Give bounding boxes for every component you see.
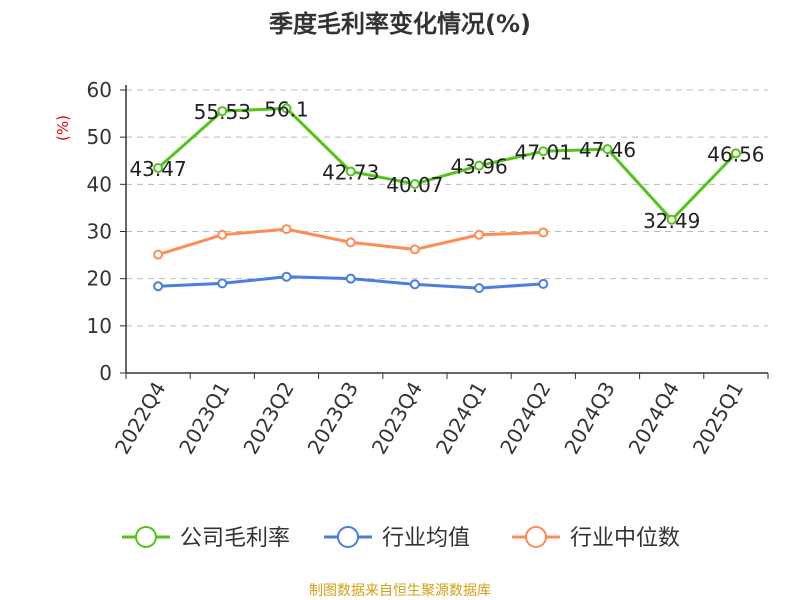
data-point [153, 162, 164, 173]
y-tick-label: 10 [87, 314, 112, 338]
data-point [538, 278, 549, 289]
data-point [474, 283, 485, 294]
data-point [602, 144, 613, 155]
data-point [474, 160, 485, 171]
data-label: 32.49 [643, 209, 700, 233]
y-tick-label: 40 [87, 172, 112, 196]
data-point [474, 229, 485, 240]
legend-label: 行业均值 [382, 526, 470, 551]
x-tick-label: 2023Q2 [238, 378, 298, 459]
data-label: 42.73 [322, 160, 379, 184]
data-point [217, 278, 228, 289]
data-point [281, 271, 292, 282]
data-label: 47.01 [515, 140, 572, 164]
data-label: 43.47 [129, 157, 186, 181]
x-tick-label: 2023Q4 [367, 378, 427, 459]
source-note: 制图数据来自恒生聚源数据库 [309, 583, 491, 599]
data-label: 46.56 [707, 142, 764, 166]
data-point [345, 237, 356, 248]
data-point [666, 214, 677, 225]
x-tick-label: 2023Q1 [174, 378, 234, 459]
series-line [157, 106, 737, 222]
data-point [217, 106, 228, 117]
y-tick-label: 20 [87, 267, 112, 291]
x-tick-label: 2023Q3 [303, 378, 363, 459]
data-point [730, 148, 741, 159]
data-point [281, 103, 292, 114]
data-label: 43.96 [450, 155, 507, 179]
x-tick-label: 2022Q4 [110, 378, 170, 459]
x-tick-label: 2025Q1 [688, 378, 748, 459]
y-tick-label: 50 [87, 125, 112, 149]
x-tick-label: 2024Q2 [495, 378, 555, 459]
x-tick-label: 2024Q1 [431, 377, 491, 458]
data-point [409, 279, 420, 290]
data-point [409, 179, 420, 190]
data-point [345, 166, 356, 177]
chart-title: 季度毛利率变化情况(%) [269, 10, 531, 38]
y-tick-label: 0 [99, 361, 112, 385]
y-axis-label: (%) [54, 115, 72, 141]
data-label: 40.07 [386, 173, 443, 197]
legend-marker [337, 526, 359, 548]
data-point [153, 249, 164, 260]
legend-label: 公司毛利率 [180, 526, 290, 551]
data-label: 47.46 [579, 138, 636, 162]
x-tick-label: 2024Q3 [559, 378, 619, 459]
legend-marker [135, 526, 157, 548]
data-point [538, 227, 549, 238]
data-label: 56.1 [264, 97, 309, 121]
y-tick-label: 60 [87, 78, 112, 102]
y-tick-label: 30 [87, 220, 112, 244]
legend-marker [525, 526, 547, 548]
data-point [409, 244, 420, 255]
data-point [217, 229, 228, 240]
data-point [538, 146, 549, 157]
data-point [281, 224, 292, 235]
data-point [345, 273, 356, 284]
x-tick-label: 2024Q4 [624, 378, 684, 459]
legend-label: 行业中位数 [570, 526, 680, 551]
data-label: 55.53 [194, 100, 251, 124]
data-point [153, 281, 164, 292]
